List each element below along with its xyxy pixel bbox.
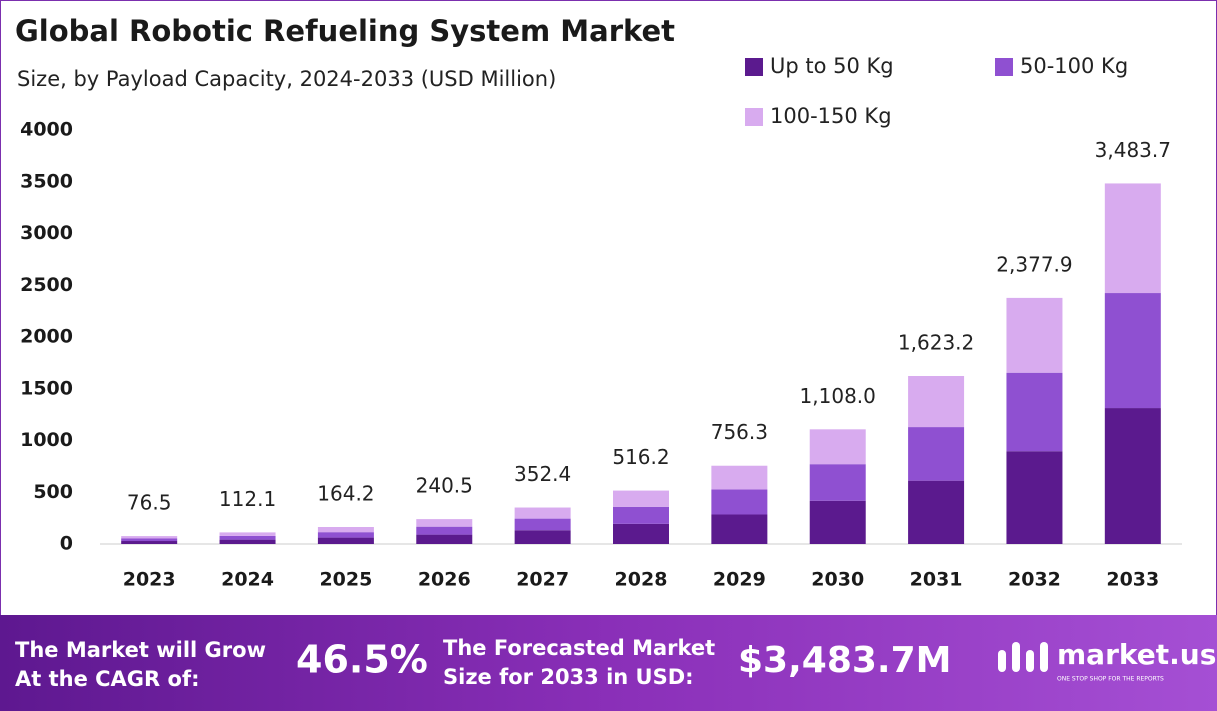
y-tick-label: 0 (60, 533, 73, 555)
total-label: 756.3 (711, 420, 768, 444)
bar-segment (317, 537, 374, 544)
total-label: 1,108.0 (800, 384, 876, 408)
bar-segment (1104, 183, 1161, 294)
y-tick-label: 1000 (20, 429, 73, 451)
footer-text: The Market will Grow (15, 638, 266, 662)
legend-swatch (995, 58, 1013, 76)
footer-text: Size for 2033 in USD: (443, 665, 694, 689)
chart-title: Global Robotic Refueling System Market (15, 14, 675, 48)
x-tick-label: 2026 (418, 569, 471, 591)
bar-segment (219, 539, 276, 544)
bar-segment (711, 465, 768, 490)
footer-band (0, 615, 1217, 711)
y-tick-label: 3500 (20, 170, 73, 192)
y-tick-label: 1500 (20, 377, 73, 399)
total-label: 1,623.2 (898, 330, 974, 354)
bar-segment (514, 518, 571, 531)
bar-segment (613, 523, 669, 544)
bar-segment (711, 514, 768, 544)
cagr-value: 46.5% (296, 638, 428, 682)
total-label: 352.4 (514, 462, 571, 486)
legend-swatch (745, 58, 763, 76)
total-label: 76.5 (127, 491, 172, 515)
bar-segment (416, 526, 473, 535)
legend-label: 100-150 Kg (770, 104, 892, 128)
bar-segment (416, 534, 473, 544)
legend-swatch (745, 108, 763, 126)
x-tick-label: 2025 (319, 569, 372, 591)
bar-segment (809, 464, 866, 501)
bar-segment (613, 506, 669, 524)
y-tick-label: 500 (33, 481, 73, 503)
total-label: 516.2 (612, 445, 669, 469)
brand-logo (998, 642, 1048, 672)
bar-segment (809, 429, 866, 465)
bar-segment (416, 519, 473, 527)
x-tick-label: 2032 (1008, 569, 1061, 591)
bar-segment (514, 507, 571, 519)
bar-segment (514, 530, 571, 544)
x-tick-label: 2033 (1106, 569, 1159, 591)
x-tick-label: 2030 (811, 569, 864, 591)
bar-segment (809, 500, 866, 544)
y-tick-label: 3000 (20, 222, 73, 244)
bar-segment (1104, 408, 1161, 544)
bar-segment (121, 541, 178, 544)
y-tick-label: 4000 (20, 119, 73, 141)
x-tick-label: 2027 (516, 569, 569, 591)
bar-segment (1006, 372, 1063, 452)
bar-segment (121, 536, 178, 539)
chart-subtitle: Size, by Payload Capacity, 2024-2033 (US… (17, 67, 556, 91)
x-tick-label: 2024 (221, 569, 274, 591)
x-tick-label: 2028 (615, 569, 668, 591)
bar-segment (219, 532, 276, 536)
bar-segment (908, 480, 965, 544)
y-tick-label: 2500 (20, 274, 73, 296)
total-label: 112.1 (219, 487, 276, 511)
brand-name: market.us (1057, 638, 1216, 671)
bar-segment (219, 535, 276, 540)
legend-label: Up to 50 Kg (770, 54, 894, 78)
x-tick-label: 2031 (910, 569, 963, 591)
bar-segment (1104, 293, 1161, 409)
total-label: 164.2 (317, 482, 374, 506)
bar-segment (317, 527, 374, 533)
legend-label: 50-100 Kg (1020, 54, 1128, 78)
footer-text: The Forecasted Market (443, 636, 715, 660)
bar-segment (121, 538, 178, 542)
y-tick-label: 2000 (20, 326, 73, 348)
bar-segment (317, 532, 374, 538)
total-label: 240.5 (416, 474, 473, 498)
bar-segment (613, 490, 669, 507)
forecast-value: $3,483.7M (738, 640, 951, 681)
total-label: 2,377.9 (996, 252, 1072, 276)
bar-segment (908, 427, 965, 481)
bar-segment (908, 375, 965, 428)
bar-segment (711, 489, 768, 515)
x-tick-label: 2029 (713, 569, 766, 591)
total-label: 3,483.7 (1095, 138, 1171, 162)
footer-text: At the CAGR of: (15, 667, 200, 691)
bar-segment (1006, 297, 1063, 373)
bar-segment (1006, 451, 1063, 544)
x-tick-label: 2023 (123, 569, 176, 591)
brand-tagline: ONE STOP SHOP FOR THE REPORTS (1057, 676, 1164, 683)
